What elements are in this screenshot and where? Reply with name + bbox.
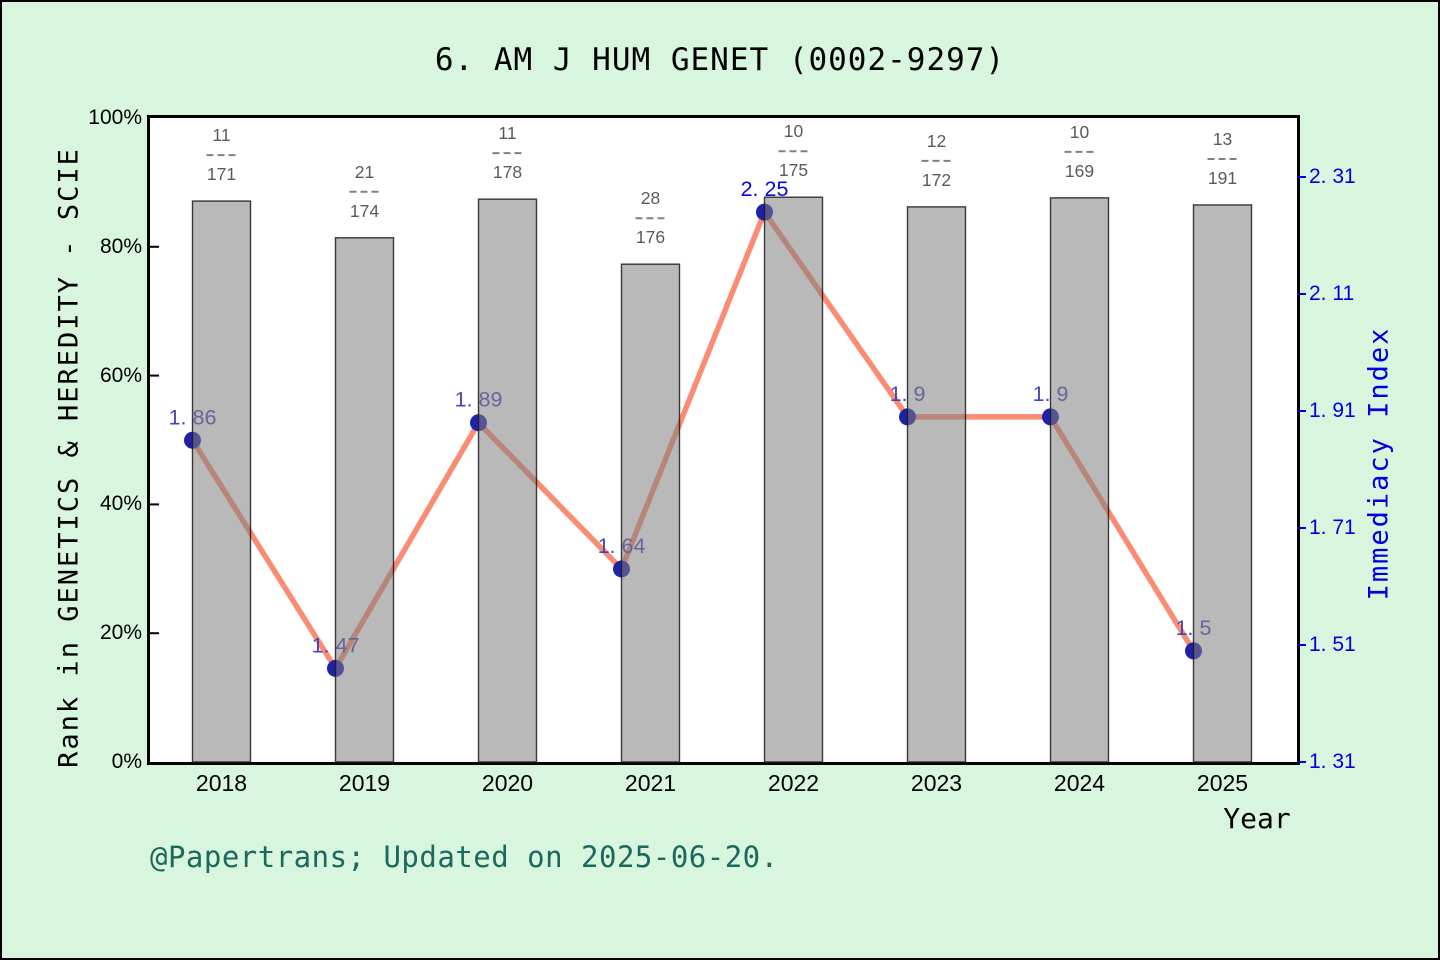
bar-fraction-denominator: 176 <box>636 227 665 247</box>
bar-fraction-denominator: 171 <box>207 164 236 184</box>
right-axis-title: Immediacy Index <box>1363 326 1395 601</box>
y-left-tick-label: 20% <box>99 621 142 645</box>
x-tick-label: 2021 <box>624 770 677 796</box>
bar-fraction-numerator: 13 <box>1213 129 1232 149</box>
y-left-tick-label: 100% <box>88 106 142 129</box>
bar-fraction-numerator: 21 <box>355 162 374 182</box>
bar <box>334 237 395 763</box>
bar-fraction-numerator: 12 <box>927 131 946 151</box>
bar-fraction-numerator: 11 <box>212 125 230 145</box>
y-left-tick-label: 40% <box>99 492 142 516</box>
x-tick-label: 2018 <box>195 770 248 796</box>
bar-fraction-denominator: 174 <box>350 201 379 221</box>
y-right-tick-label: 1. 71 <box>1309 516 1356 539</box>
x-tick-label: 2025 <box>1196 770 1249 796</box>
bar <box>191 200 252 763</box>
x-tick-label: 2024 <box>1053 770 1106 796</box>
bar-fraction-numerator: 10 <box>784 121 804 141</box>
chart-canvas: 1. 861. 471. 891. 642. 251. 91. 91. 5111… <box>150 121 1306 763</box>
x-tick-label: 2023 <box>910 770 963 796</box>
bar-fraction-numerator: 10 <box>1070 122 1090 142</box>
y-left-tick-label: 80% <box>99 234 142 258</box>
bar <box>1192 204 1253 763</box>
bar <box>763 196 824 763</box>
chart-title: 6. AM J HUM GENET (0002-9297) <box>434 42 1006 78</box>
bar-fraction-denominator: 172 <box>922 170 951 190</box>
bar-fraction-denominator: 178 <box>493 162 522 182</box>
x-tick-label: 2019 <box>338 770 391 796</box>
bar <box>1049 197 1110 763</box>
watermark-footer: @Papertrans; Updated on 2025-06-20. <box>150 840 779 874</box>
y-right-tick-label: 2. 11 <box>1309 282 1355 305</box>
plot-area: 1. 861. 471. 891. 642. 251. 91. 91. 5111… <box>147 115 1306 765</box>
left-axis-title: Rank in GENETICS & HEREDITY - SCIE <box>53 147 85 768</box>
y-right-tick-label: 1. 31 <box>1309 750 1356 773</box>
bar-fraction-denominator: 191 <box>1208 168 1237 188</box>
bar <box>906 206 967 763</box>
x-axis-title: Year <box>1223 802 1291 835</box>
y-left-tick-label: 0% <box>111 750 142 773</box>
x-tick-label: 2020 <box>481 770 534 796</box>
bar <box>477 198 538 763</box>
x-tick-label: 2022 <box>767 770 820 796</box>
bar-fraction-denominator: 169 <box>1065 161 1094 181</box>
bar-fraction-numerator: 28 <box>641 188 660 208</box>
y-left-tick-label: 60% <box>99 363 142 387</box>
y-right-tick-label: 1. 51 <box>1309 633 1356 656</box>
y-right-tick-label: 2. 31 <box>1309 165 1356 188</box>
bar-fraction-denominator: 175 <box>779 160 808 180</box>
y-right-tick-label: 1. 91 <box>1309 399 1356 422</box>
bar-fraction-numerator: 11 <box>498 123 516 143</box>
bar <box>620 263 681 763</box>
